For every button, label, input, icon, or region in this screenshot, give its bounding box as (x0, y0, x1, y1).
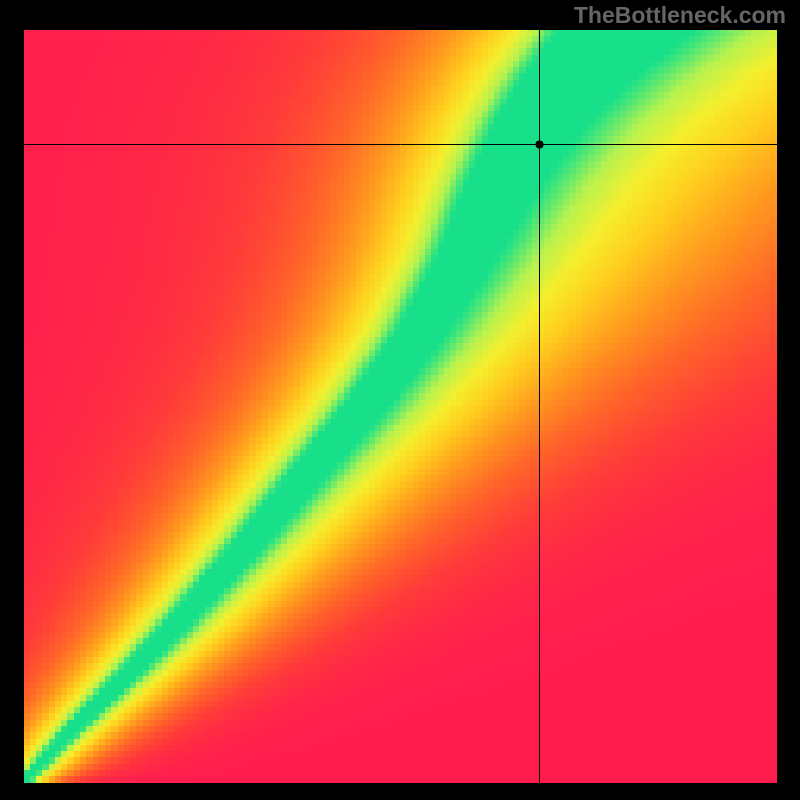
watermark-text: TheBottleneck.com (574, 2, 786, 29)
heatmap-canvas (24, 30, 777, 783)
chart-container: TheBottleneck.com (0, 0, 800, 800)
